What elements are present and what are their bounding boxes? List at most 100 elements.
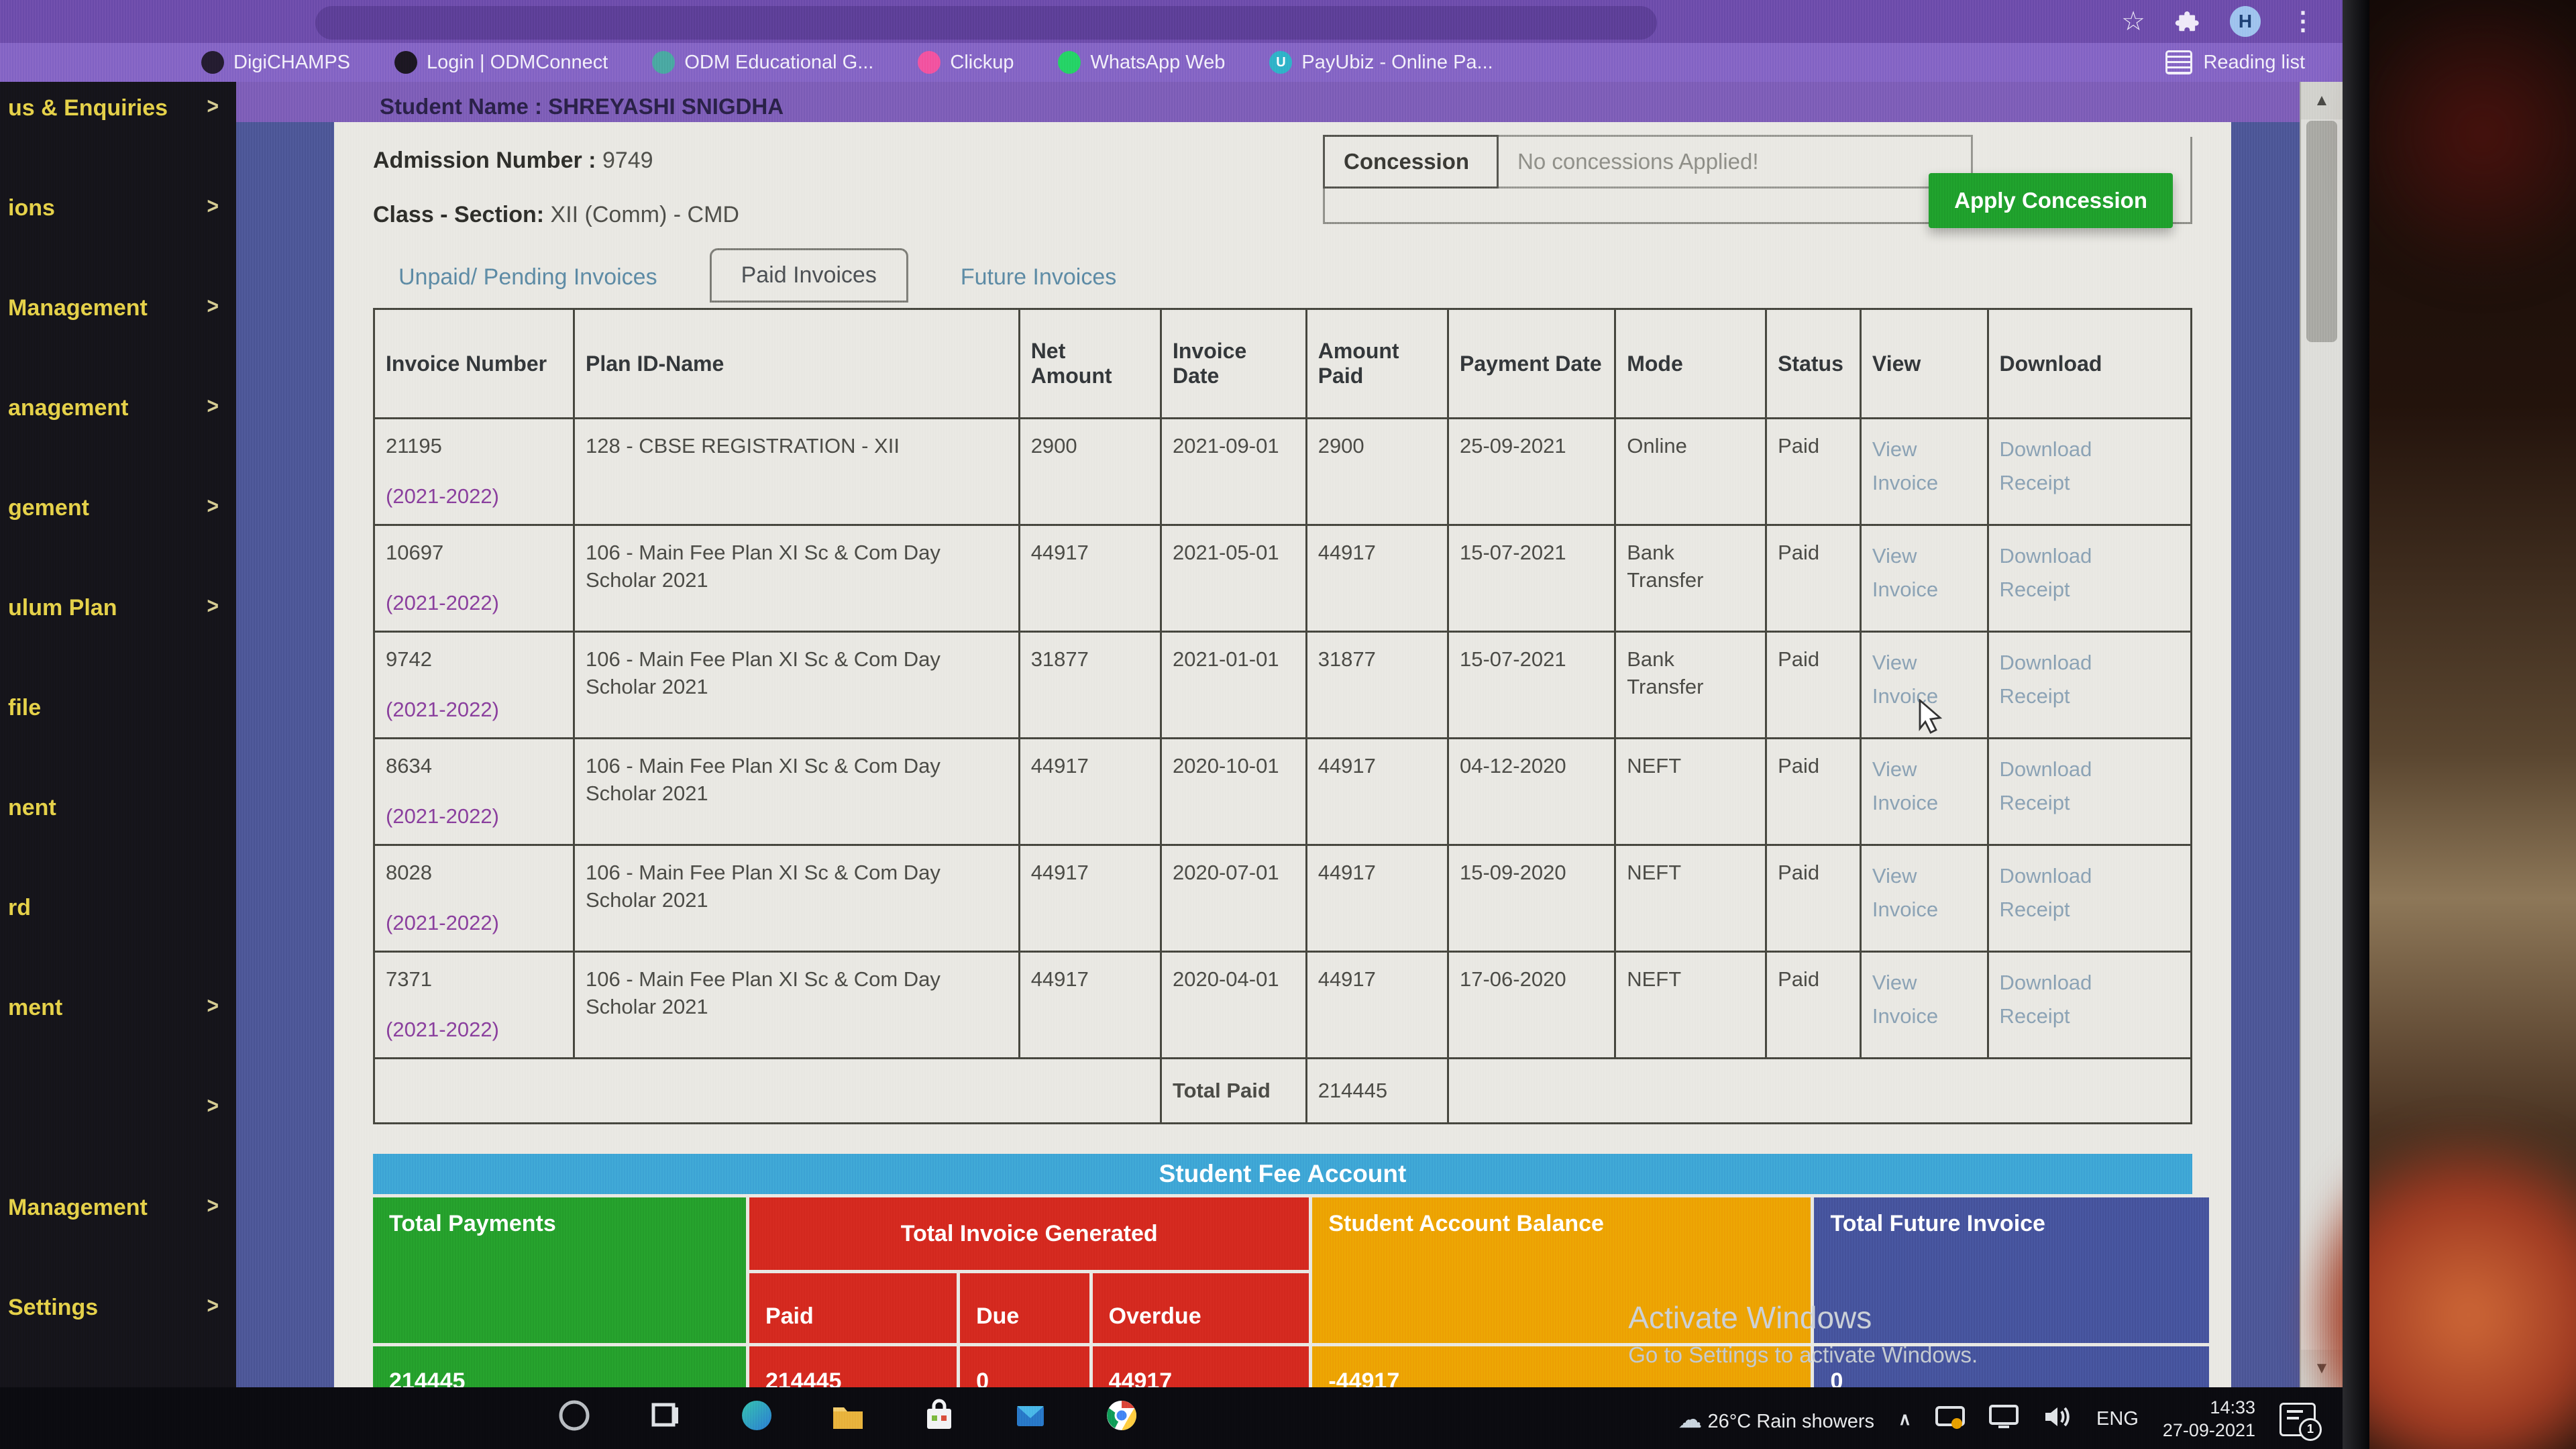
browser-menu-icon[interactable]: ⋮ (2290, 7, 2316, 36)
sidebar-item[interactable]: ulum Plan > (0, 588, 236, 688)
sidebar-item[interactable]: ions > (0, 189, 236, 288)
total-future-invoice-label: Total Future Invoice (1814, 1197, 2209, 1343)
page-scrollbar[interactable]: ▲ ▼ (2300, 82, 2343, 1387)
taskbar-clock[interactable]: 14:33 27-09-2021 (2162, 1397, 2255, 1440)
download-receipt-link[interactable]: Download Receipt (1986, 631, 2193, 739)
bookmark-item[interactable]: WhatsApp Web (1058, 51, 1225, 74)
onedrive-icon[interactable] (1935, 1403, 1966, 1436)
fee-account-title: Student Fee Account (373, 1154, 2192, 1194)
sidebar-item[interactable]: > (0, 1088, 236, 1188)
app-sidebar: us & Enquiries > ions > Management > (0, 82, 236, 1387)
bookmark-favicon (201, 51, 224, 74)
concession-panel: Concession No concessions Applied! Apply… (1323, 135, 2192, 228)
bookmark-item[interactable]: Clickup (918, 51, 1014, 74)
tab[interactable]: Unpaid/ Pending Invoices (398, 264, 657, 290)
tab[interactable]: Future Invoices (960, 264, 1117, 290)
bookmark-item[interactable]: ODM Educational G... (652, 51, 873, 74)
profile-avatar[interactable]: H (2230, 6, 2261, 37)
download-receipt-link[interactable]: Download Receipt (1986, 524, 2193, 633)
invoice-date-cell: 2020-10-01 (1159, 737, 1307, 846)
scroll-up-button[interactable]: ▲ (2301, 82, 2343, 119)
bookmark-star-icon[interactable]: ☆ (2121, 7, 2145, 36)
reading-list-icon (2165, 50, 2193, 74)
sidebar-item[interactable]: gement > (0, 488, 236, 588)
plan-cell: 128 - CBSE REGISTRATION - XII (572, 417, 1020, 526)
payment-date-cell: 04-12-2020 (1446, 737, 1617, 846)
class-section-value: XII (Comm) - CMD (550, 202, 739, 227)
display-icon[interactable] (1989, 1403, 2019, 1436)
view-invoice-link[interactable]: View Invoice (1859, 737, 1989, 846)
download-receipt-link[interactable]: Download Receipt (1986, 737, 2193, 846)
action-center-icon[interactable]: 1 (2279, 1402, 2322, 1441)
edge-icon[interactable] (739, 1398, 774, 1433)
download-receipt-link[interactable]: Download Receipt (1986, 951, 2193, 1059)
people-icon[interactable] (557, 1398, 592, 1433)
sidebar-item[interactable]: nent > (0, 788, 236, 888)
bookmark-item[interactable]: U PayUbiz - Online Pa... (1269, 51, 1493, 74)
student-account-balance-label: Student Account Balance (1312, 1197, 1811, 1343)
sidebar-item-label: file (8, 695, 42, 720)
file-explorer-icon[interactable] (830, 1398, 865, 1433)
chevron-right-icon: > (207, 1093, 219, 1119)
mail-icon[interactable] (1013, 1398, 1048, 1433)
invoice-number-cell: 7371 (2021-2022) (373, 951, 575, 1059)
view-invoice-link[interactable]: View Invoice (1859, 524, 1989, 633)
payment-date-cell: 15-07-2021 (1446, 524, 1617, 633)
download-receipt-link[interactable]: Download Receipt (1986, 417, 2193, 526)
chrome-icon[interactable] (1104, 1398, 1139, 1433)
tab[interactable]: Paid Invoices (709, 248, 908, 303)
amount-paid-cell: 44917 (1305, 737, 1450, 846)
bookmark-favicon (394, 51, 418, 74)
account-balance-value: -44917 (1312, 1346, 1811, 1387)
sidebar-item[interactable]: Management > (0, 1188, 236, 1288)
view-invoice-link[interactable]: View Invoice (1859, 417, 1989, 526)
language-indicator[interactable]: ENG (2096, 1408, 2139, 1430)
sidebar-item[interactable]: anagement > (0, 388, 236, 488)
scrollbar-thumb[interactable] (2306, 121, 2337, 342)
sidebar-item[interactable]: rd > (0, 888, 236, 988)
volume-icon[interactable] (2043, 1403, 2072, 1436)
amount-paid-cell: 44917 (1305, 951, 1450, 1059)
bookmark-item[interactable]: DigiCHAMPS (201, 51, 350, 74)
download-receipt-link[interactable]: Download Receipt (1986, 844, 2193, 953)
invoice-date-cell: 2020-07-01 (1159, 844, 1307, 953)
bookmark-label: Clickup (950, 51, 1014, 73)
status-cell: Paid (1765, 951, 1862, 1059)
bookmark-label: WhatsApp Web (1090, 51, 1226, 73)
sidebar-item[interactable]: Settings > (0, 1288, 236, 1387)
class-section-row: Class - Section: XII (Comm) - CMD (373, 202, 739, 227)
task-view-icon[interactable] (648, 1398, 683, 1433)
weather-widget[interactable]: ☁ 26°C Rain showers (1678, 1405, 1874, 1433)
sidebar-item[interactable]: file > (0, 688, 236, 788)
store-icon[interactable] (922, 1398, 957, 1433)
browser-toolbar: ☆ H ⋮ (0, 0, 2343, 43)
student-info: Admission Number : 9749 Class - Section:… (373, 137, 739, 228)
student-fee-account: Student Fee Account Total Payments Total… (373, 1154, 2209, 1387)
chevron-right-icon: > (207, 593, 219, 619)
browser-window: ☆ H ⋮ DigiCHAMPS Log (0, 0, 2343, 1387)
sidebar-item-label: ment (8, 995, 63, 1020)
invoice-number-cell: 8634 (2021-2022) (373, 737, 575, 846)
view-invoice-link[interactable]: View Invoice (1859, 951, 1989, 1059)
extensions-icon[interactable] (2175, 9, 2200, 34)
col-status: Status (1765, 308, 1862, 419)
sidebar-item-label: us & Enquiries (8, 95, 168, 121)
sidebar-item[interactable]: Management > (0, 288, 236, 388)
bookmark-item[interactable]: Login | ODMConnect (394, 51, 608, 74)
bookmark-label: Login | ODMConnect (427, 51, 608, 73)
sidebar-item[interactable]: ment > (0, 988, 236, 1088)
invoice-date-cell: 2021-09-01 (1159, 417, 1307, 526)
view-invoice-link[interactable]: View Invoice (1859, 844, 1989, 953)
view-invoice-link[interactable]: View Invoice (1859, 631, 1989, 739)
amount-paid-cell: 2900 (1305, 417, 1450, 526)
reading-list-button[interactable]: Reading list (2165, 43, 2305, 82)
net-amount-cell: 44917 (1018, 524, 1162, 633)
sidebar-item[interactable]: us & Enquiries > (0, 89, 236, 189)
invoice-number-cell: 10697 (2021-2022) (373, 524, 575, 633)
tray-overflow-icon[interactable]: ∧ (1898, 1409, 1912, 1430)
amount-paid-cell: 31877 (1305, 631, 1450, 739)
background-shadow (2361, 0, 2576, 309)
address-bar[interactable] (315, 6, 1657, 40)
apply-concession-button[interactable]: Apply Concession (1929, 173, 2173, 228)
plan-cell: 106 - Main Fee Plan XI Sc & Com Day Scho… (572, 737, 1020, 846)
